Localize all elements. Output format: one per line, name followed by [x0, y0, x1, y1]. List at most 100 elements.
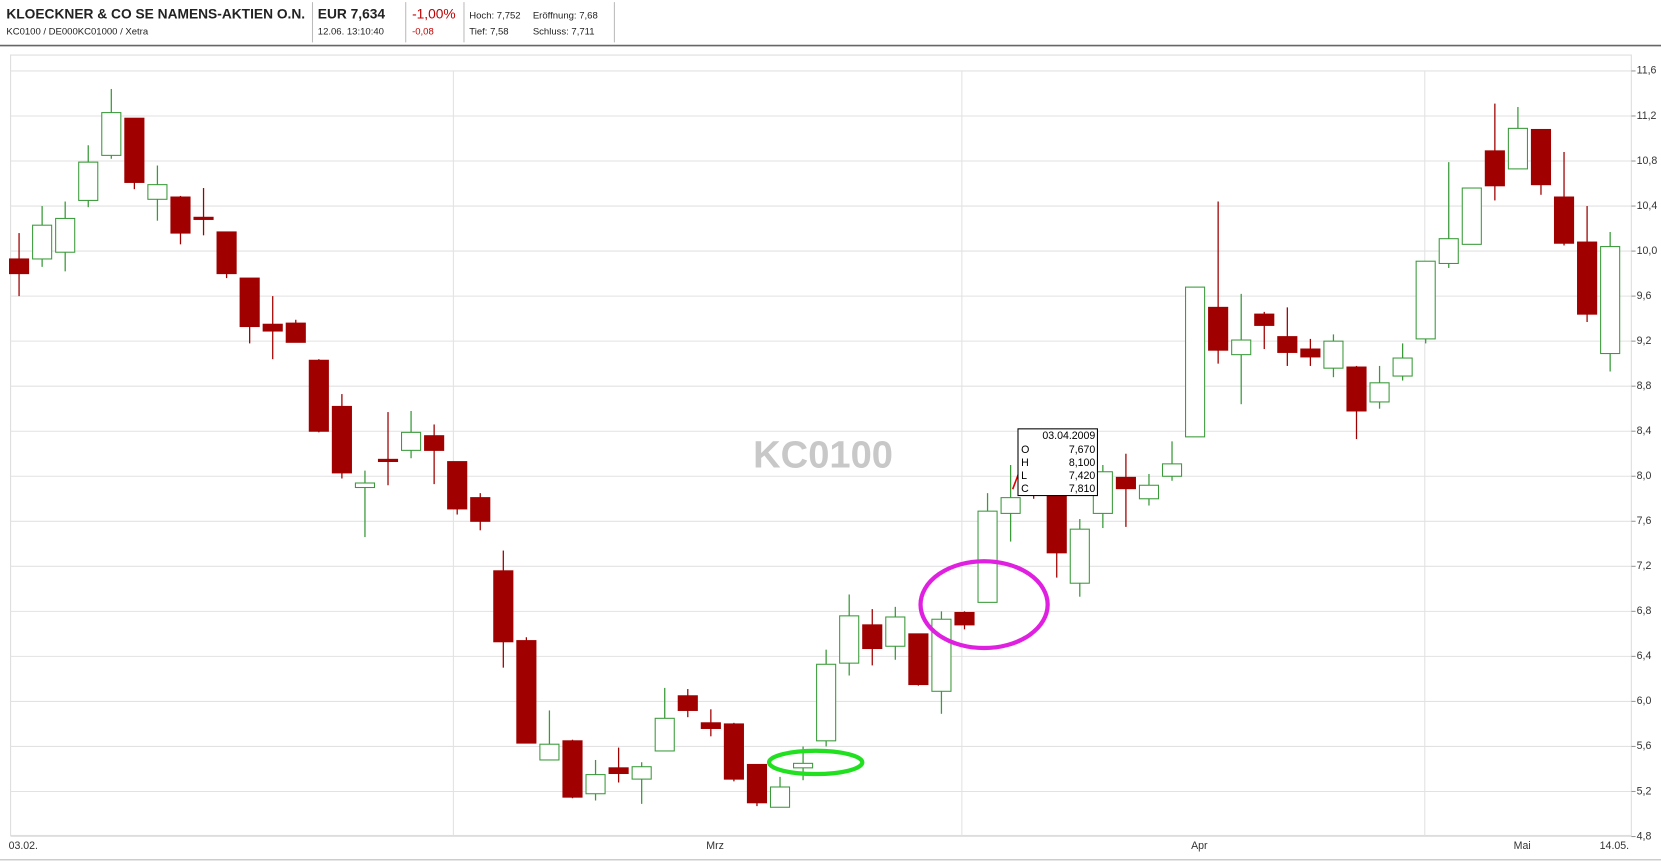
- tooltip: [1017, 428, 1098, 497]
- candle-body: [816, 663, 837, 742]
- y-tick-label: 8,0: [1637, 470, 1652, 482]
- candle-body: [1553, 196, 1575, 244]
- price: EUR 7,634: [318, 6, 386, 21]
- tooltip-key: O: [1021, 444, 1029, 456]
- candle-body: [1046, 492, 1067, 554]
- candle-body: [101, 112, 122, 156]
- candle-body: [1507, 127, 1528, 170]
- tooltip-rows: O 7,670 H 8,100 L 7,420 C 7,810: [1021, 444, 1095, 495]
- y-tick-label: 9,6: [1637, 290, 1652, 302]
- candle-body: [447, 461, 468, 510]
- candle-body: [885, 616, 906, 647]
- candle-body: [585, 774, 606, 795]
- candle-body: [516, 640, 537, 744]
- candle-body: [539, 743, 560, 761]
- stock-ids: KC0100 / DE000KC01000 / Xetra: [6, 26, 149, 37]
- tooltip-key: H: [1021, 457, 1029, 469]
- candle-body: [1138, 484, 1160, 500]
- tooltip-key: C: [1021, 483, 1029, 495]
- candle-body: [608, 767, 629, 775]
- tooltip-date: 03.04.2009: [1042, 430, 1095, 442]
- y-tick-label: 5,2: [1637, 785, 1652, 797]
- candle-body: [1069, 528, 1090, 584]
- y-tick-label: 6,8: [1637, 605, 1652, 617]
- y-tick-label: 5,6: [1637, 740, 1652, 752]
- x-tick-label: Mrz: [706, 840, 724, 852]
- day-open: Eröffnung: 7,68: [533, 10, 598, 21]
- candle-body: [954, 611, 975, 626]
- candle-body: [1438, 238, 1459, 264]
- candle-body: [769, 786, 791, 808]
- candle-body: [262, 323, 283, 332]
- candle-body: [124, 117, 145, 183]
- x-tick-label: 03.02.: [9, 840, 38, 852]
- y-tick-label: 11,6: [1637, 65, 1657, 77]
- tooltip-key: L: [1021, 470, 1027, 482]
- x-tick-label: Mai: [1514, 840, 1531, 852]
- candle-body: [908, 633, 929, 686]
- candle-body: [9, 258, 30, 275]
- y-tick-label: 11,2: [1637, 110, 1657, 122]
- candle-body: [1000, 497, 1021, 514]
- candle-body: [1369, 382, 1390, 403]
- candle-body: [401, 431, 422, 451]
- candle-body: [331, 405, 352, 474]
- quote-time: 12.06. 13:10:40: [318, 26, 384, 37]
- prev-close: Schluss: 7,711: [533, 26, 595, 37]
- candle-body: [1600, 246, 1621, 355]
- watermark: KC0100: [753, 434, 893, 477]
- candle-body: [631, 766, 652, 780]
- y-tick-label: 7,6: [1637, 515, 1652, 527]
- y-tick-label: 6,0: [1637, 695, 1652, 707]
- candle-body: [1300, 348, 1321, 358]
- candle-body: [1115, 476, 1136, 490]
- tooltip-value: 7,420: [1069, 470, 1096, 482]
- tooltip-value: 7,670: [1069, 444, 1096, 456]
- candle-body: [654, 717, 675, 752]
- candle-body: [746, 763, 768, 804]
- y-tick-label: 10,4: [1637, 200, 1658, 212]
- candle-body: [285, 322, 306, 343]
- candles: [9, 88, 1621, 808]
- candle-body: [308, 359, 329, 432]
- candle-body: [1346, 366, 1367, 412]
- y-tick-label: 10,0: [1637, 245, 1658, 257]
- plot-frame: [10, 54, 1632, 836]
- candle-body: [1392, 357, 1413, 377]
- candle-body: [1208, 306, 1229, 351]
- candle-body: [147, 184, 168, 200]
- y-tick-label: 9,2: [1637, 335, 1652, 347]
- candle-body: [862, 624, 883, 650]
- candle-body: [1277, 336, 1298, 353]
- change-abs: -0,08: [412, 26, 434, 37]
- y-tick-label: 10,8: [1637, 155, 1658, 167]
- candle-body: [839, 615, 860, 664]
- change-pct: -1,00%: [412, 6, 456, 21]
- candle-body: [470, 497, 491, 522]
- highlight-circle: [766, 748, 865, 777]
- tooltip-value: 7,810: [1069, 483, 1096, 495]
- y-tick-label: 7,2: [1637, 560, 1652, 572]
- candle-body: [677, 695, 698, 711]
- candle-body: [977, 510, 998, 603]
- candle-body: [1415, 260, 1436, 340]
- candle-body: [723, 723, 744, 780]
- candle-body: [493, 570, 514, 643]
- y-tick-label: 8,8: [1637, 380, 1652, 392]
- y-tick-label: 4,8: [1637, 830, 1652, 842]
- grid: 4,8 5,2 5,6 6,0 6,4 6,8 7,2 7,6 8,0 8,4 8,8 9,2 9,6 1…: [9, 65, 1658, 852]
- x-tick-label: 14.05.: [1600, 840, 1629, 852]
- candle-body: [562, 740, 583, 798]
- candle-body: [700, 722, 721, 729]
- candle-body: [1231, 339, 1252, 356]
- candle-body: [424, 435, 445, 451]
- candle-body: [1530, 128, 1552, 186]
- candle-body: [377, 458, 399, 463]
- candle-body: [1461, 187, 1482, 245]
- candle-body: [793, 762, 814, 769]
- candle-body: [1185, 286, 1206, 438]
- candle-body: [32, 224, 53, 260]
- candle-body: [78, 161, 99, 201]
- highlight-circle: [918, 559, 1050, 651]
